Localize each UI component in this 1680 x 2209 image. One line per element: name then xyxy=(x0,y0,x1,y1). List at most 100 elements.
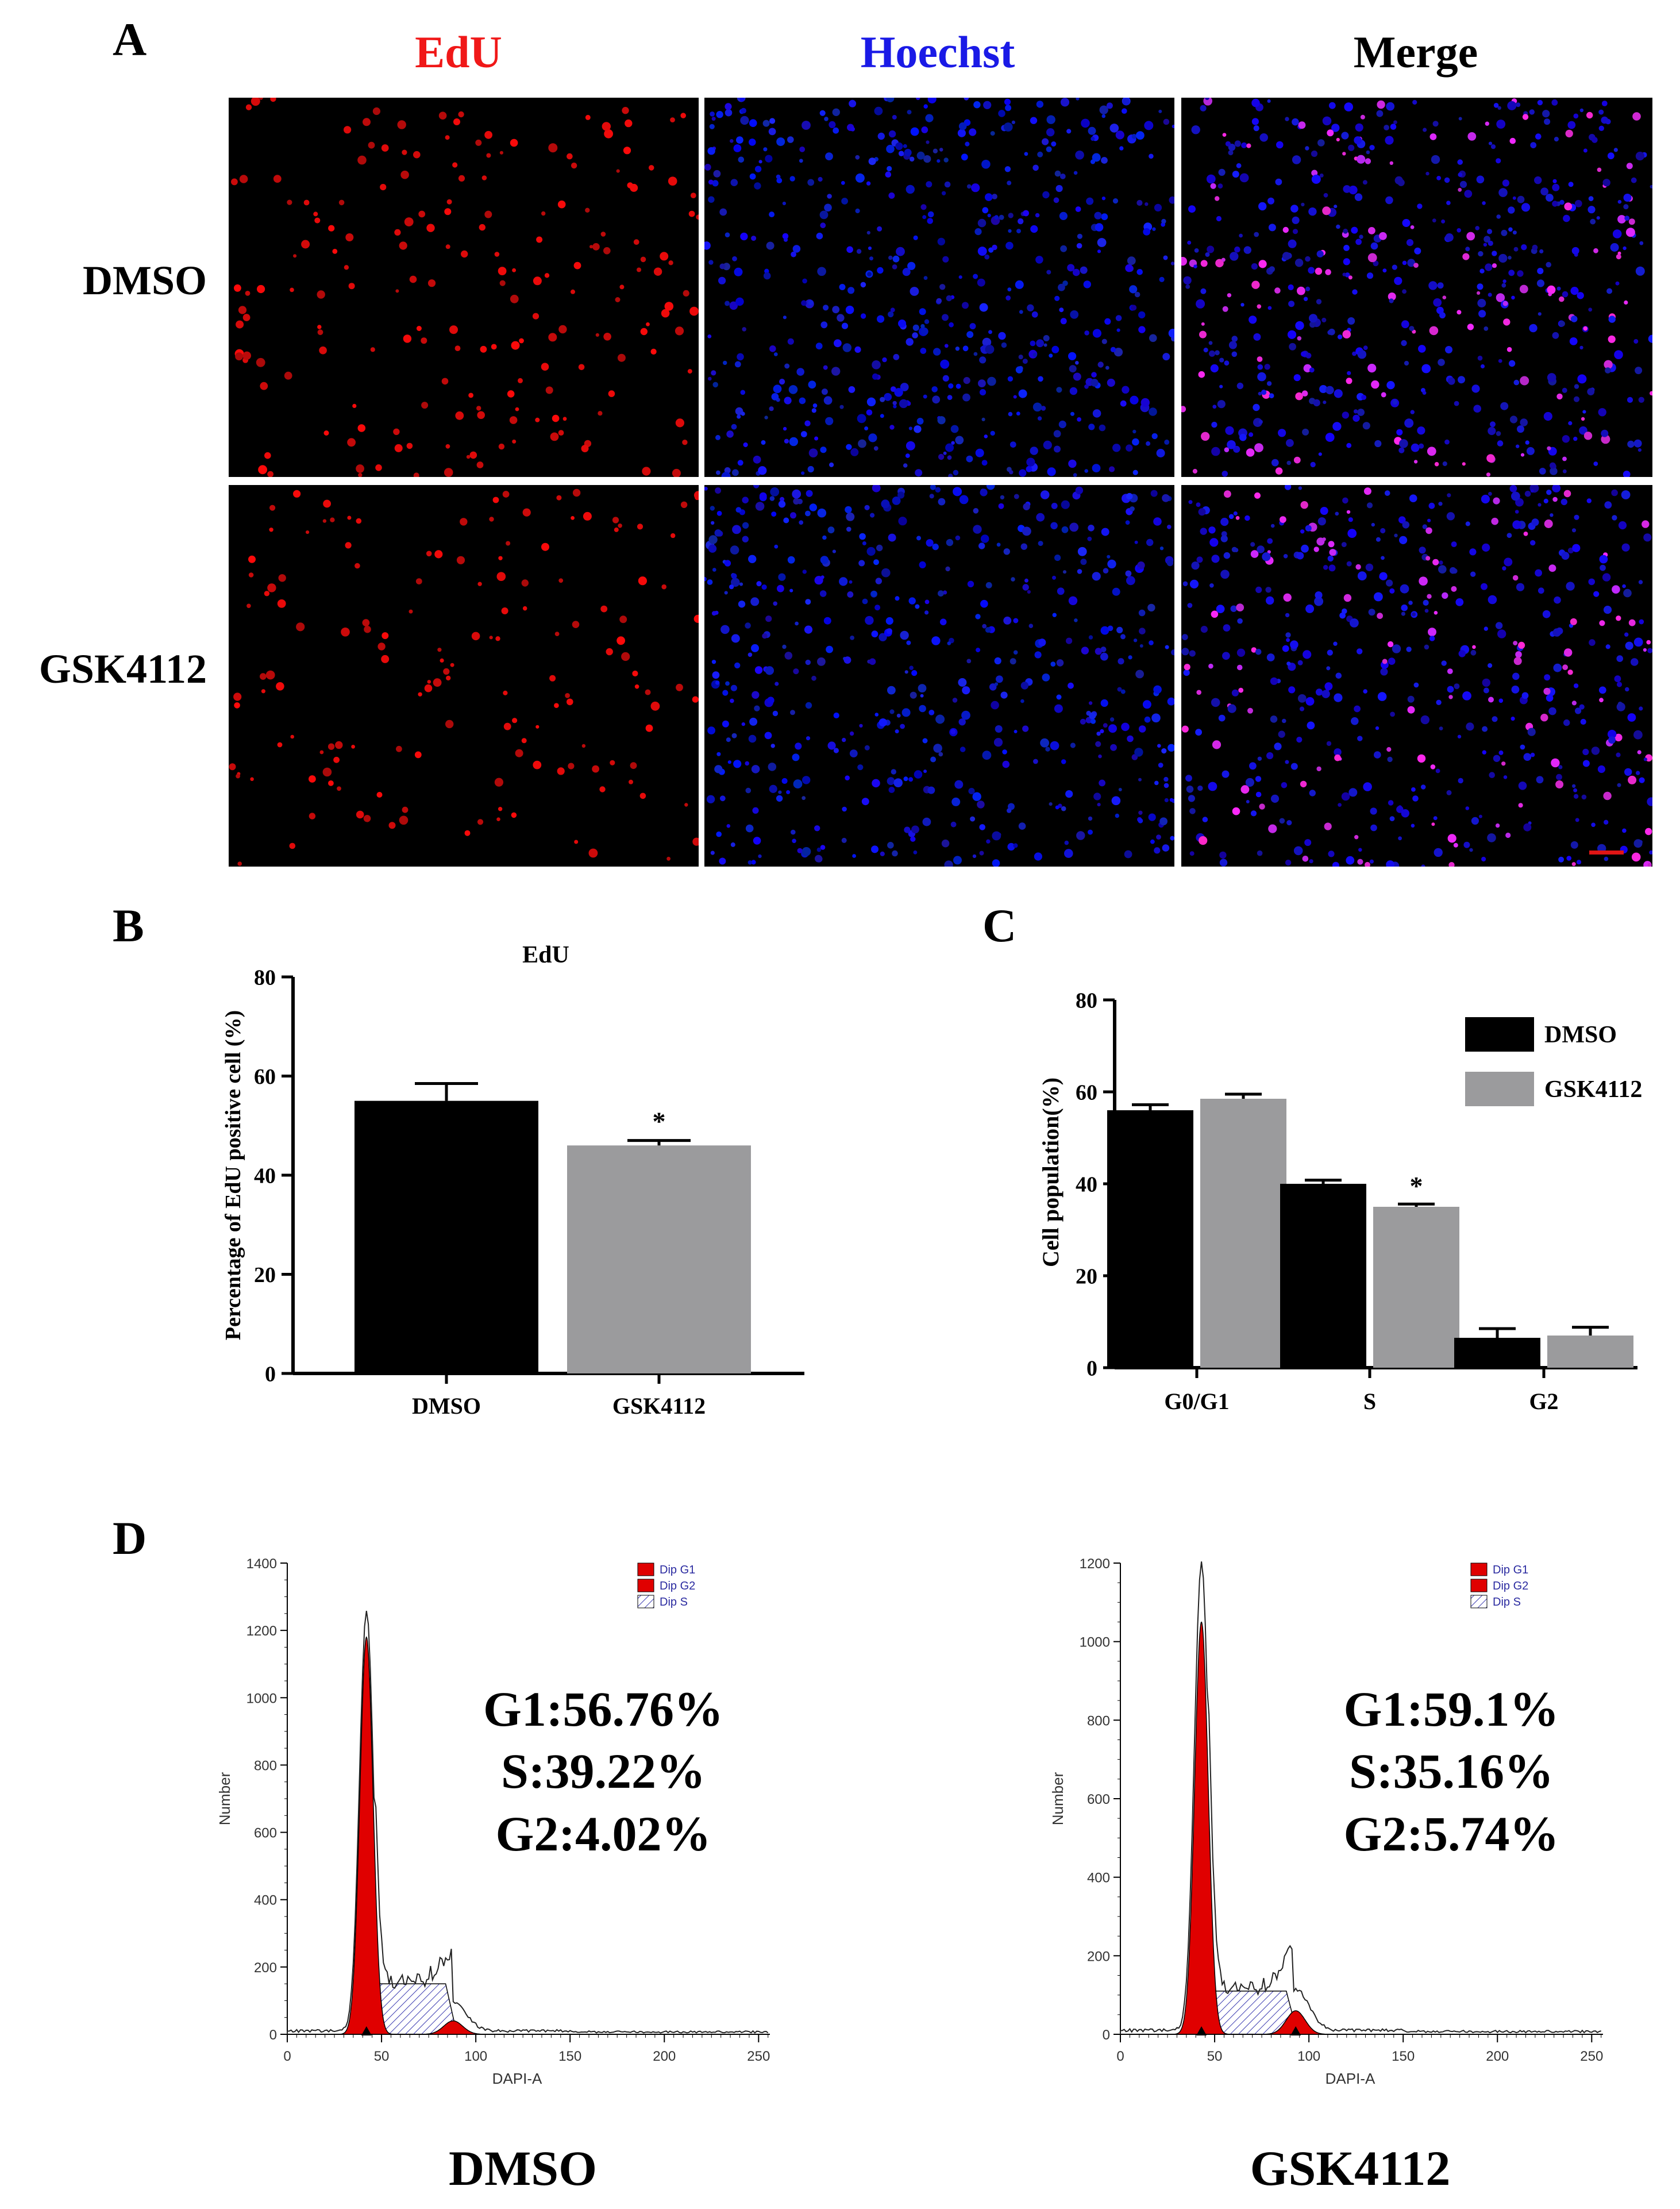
cell-nucleus xyxy=(984,434,988,438)
cell-nucleus xyxy=(1530,142,1537,148)
cell-nucleus xyxy=(1091,372,1097,378)
cell-nucleus xyxy=(237,861,242,866)
cell-nucleus xyxy=(1035,256,1043,264)
cell-nucleus xyxy=(1328,328,1335,336)
cell-nucleus xyxy=(1348,275,1353,280)
cell-nucleus xyxy=(519,338,524,344)
cell-nucleus xyxy=(1328,850,1335,857)
cell-nucleus xyxy=(765,615,772,622)
cell-nucleus xyxy=(713,170,721,178)
x-tick-label: 150 xyxy=(1392,2049,1415,2064)
cell-nucleus xyxy=(959,495,969,505)
cell-nucleus xyxy=(1109,124,1119,133)
cell-nucleus xyxy=(1258,260,1267,268)
cell-nucleus xyxy=(1556,393,1563,400)
cell-nucleus xyxy=(1571,247,1579,255)
cell-nucleus xyxy=(1633,339,1639,344)
cell-nucleus xyxy=(1080,718,1086,725)
cell-nucleus xyxy=(1547,373,1556,382)
cell-nucleus xyxy=(1139,628,1146,634)
cell-nucleus xyxy=(1054,295,1060,301)
cell-nucleus xyxy=(1404,360,1409,366)
cell-nucleus xyxy=(893,778,903,787)
cell-nucleus xyxy=(1604,360,1613,369)
cell-nucleus xyxy=(768,763,777,771)
cell-nucleus xyxy=(1159,276,1165,282)
cell-nucleus xyxy=(1022,526,1031,536)
legend-swatch xyxy=(1465,1017,1534,1052)
cell-nucleus xyxy=(1572,784,1576,788)
x-tick-label: GSK4112 xyxy=(612,1393,706,1419)
cell-nucleus xyxy=(1422,524,1427,529)
cell-nucleus xyxy=(1101,197,1106,201)
cell-nucleus xyxy=(1633,439,1642,448)
cell-nucleus xyxy=(1398,805,1402,810)
cell-nucleus xyxy=(1059,307,1064,313)
cell-nucleus xyxy=(1298,486,1303,490)
cell-nucleus xyxy=(742,536,749,542)
cell-nucleus xyxy=(1332,422,1342,431)
cell-nucleus xyxy=(1322,206,1331,215)
cell-nucleus xyxy=(1324,822,1332,830)
cell-nucleus xyxy=(712,568,716,572)
cell-nucleus xyxy=(1322,116,1332,126)
cell-nucleus xyxy=(1024,578,1028,583)
cell-nucleus xyxy=(598,411,603,416)
cell-nucleus xyxy=(1234,246,1240,253)
cell-nucleus xyxy=(571,289,575,294)
cell-nucleus xyxy=(1436,176,1441,180)
cell-nucleus xyxy=(892,264,897,270)
cell-nucleus xyxy=(1366,502,1373,509)
cell-nucleus xyxy=(1305,256,1311,262)
x-tick-label: 150 xyxy=(558,2049,581,2064)
cell-nucleus xyxy=(1485,121,1489,126)
cell-nucleus xyxy=(615,297,621,302)
cell-nucleus xyxy=(1492,716,1498,722)
cell-nucleus xyxy=(1253,403,1260,411)
cell-nucleus xyxy=(1296,552,1304,560)
cell-nucleus xyxy=(1497,106,1501,110)
cell-nucleus xyxy=(1552,497,1558,502)
cell-nucleus xyxy=(1014,494,1019,499)
cell-nucleus xyxy=(264,452,271,459)
cell-nucleus xyxy=(1334,389,1343,398)
cell-nucleus xyxy=(479,224,485,231)
cell-nucleus xyxy=(1567,121,1576,129)
cell-nucleus xyxy=(1054,555,1061,561)
cell-nucleus xyxy=(239,175,248,183)
cell-nucleus xyxy=(708,544,717,553)
cell-nucleus xyxy=(341,628,350,637)
cell-nucleus xyxy=(630,762,637,769)
cell-nucleus xyxy=(1511,295,1515,300)
cell-nucleus xyxy=(1347,317,1355,325)
cell-nucleus xyxy=(1061,806,1066,811)
cell-nucleus xyxy=(751,644,759,652)
cell-nucleus xyxy=(1512,230,1517,235)
cell-nucleus xyxy=(805,599,811,605)
cell-nucleus xyxy=(1527,728,1536,736)
cell-nucleus xyxy=(1327,649,1333,656)
cell-nucleus xyxy=(801,300,807,306)
cell-nucleus xyxy=(893,405,897,409)
cell-nucleus xyxy=(1266,752,1274,760)
cell-nucleus xyxy=(1501,761,1506,766)
cell-nucleus xyxy=(908,777,914,782)
cell-nucleus xyxy=(801,471,805,475)
cell-nucleus xyxy=(464,830,471,836)
cell-nucleus xyxy=(1013,395,1017,399)
cell-nucleus xyxy=(711,370,716,376)
cell-nucleus xyxy=(1316,766,1321,772)
cell-nucleus xyxy=(873,559,879,565)
cell-nucleus xyxy=(1052,613,1057,617)
cell-nucleus xyxy=(1559,199,1565,205)
cell-nucleus xyxy=(1429,326,1439,336)
cell-nucleus xyxy=(1266,653,1275,661)
cell-nucleus xyxy=(1605,367,1611,374)
cell-nucleus xyxy=(1158,109,1162,113)
cell-nucleus xyxy=(990,131,995,136)
cell-nucleus xyxy=(1518,782,1527,790)
y-tick-label: 80 xyxy=(254,965,276,990)
cell-nucleus xyxy=(868,246,872,251)
cell-nucleus xyxy=(1482,543,1490,552)
